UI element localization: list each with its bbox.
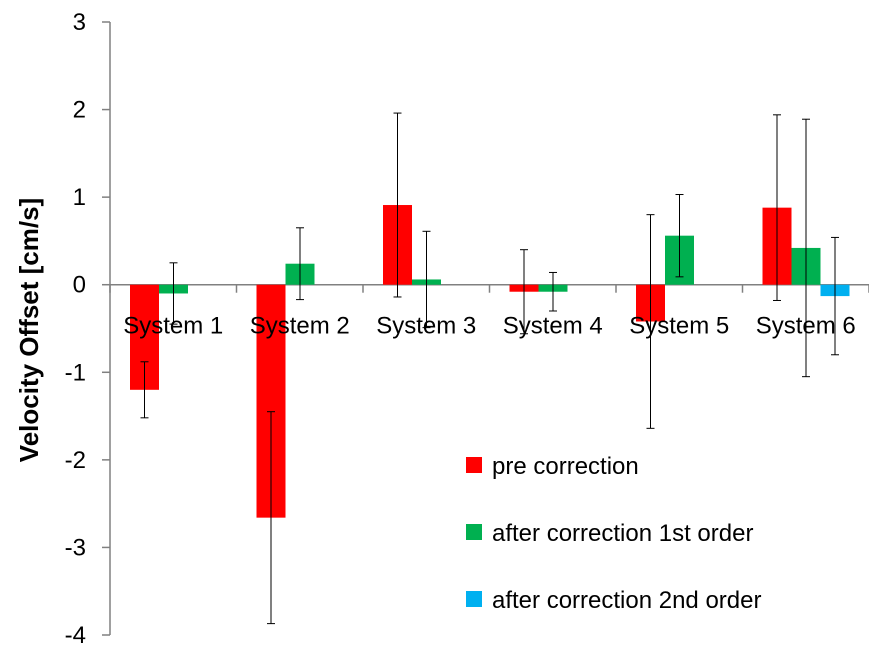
axes: 3 2 1 0 -1 -2 -3 -4 (65, 9, 869, 649)
legend-swatch (466, 457, 482, 473)
y-tick-label: 1 (73, 184, 86, 211)
category-label: System 6 (756, 313, 856, 340)
legend: pre correction after correction 1st order… (466, 453, 761, 614)
y-tick-label: 3 (73, 9, 86, 36)
legend-swatch (466, 591, 482, 607)
y-tick-label: -4 (65, 622, 86, 649)
legend-label: after correction 1st order (492, 520, 753, 547)
y-axis-label: Velocity Offset [cm/s] (14, 198, 44, 462)
category-label: System 2 (250, 313, 350, 340)
legend-label: after correction 2nd order (492, 587, 761, 614)
y-tick-label: 0 (73, 272, 86, 299)
category-label: System 5 (629, 313, 729, 340)
category-labels: System 1 System 2 System 3 System 4 System 5… (123, 313, 856, 340)
category-label: System 3 (376, 313, 476, 340)
y-tick-label: -3 (65, 534, 86, 561)
error-bars (140, 112, 839, 625)
category-label: System 1 (123, 313, 223, 340)
y-tick-label: -1 (65, 359, 86, 386)
y-tick-label: 2 (73, 97, 86, 124)
bars (130, 205, 850, 518)
category-label: System 4 (503, 313, 603, 340)
y-tick-label: -2 (65, 447, 86, 474)
legend-label: pre correction (492, 453, 639, 480)
legend-swatch (466, 524, 482, 540)
